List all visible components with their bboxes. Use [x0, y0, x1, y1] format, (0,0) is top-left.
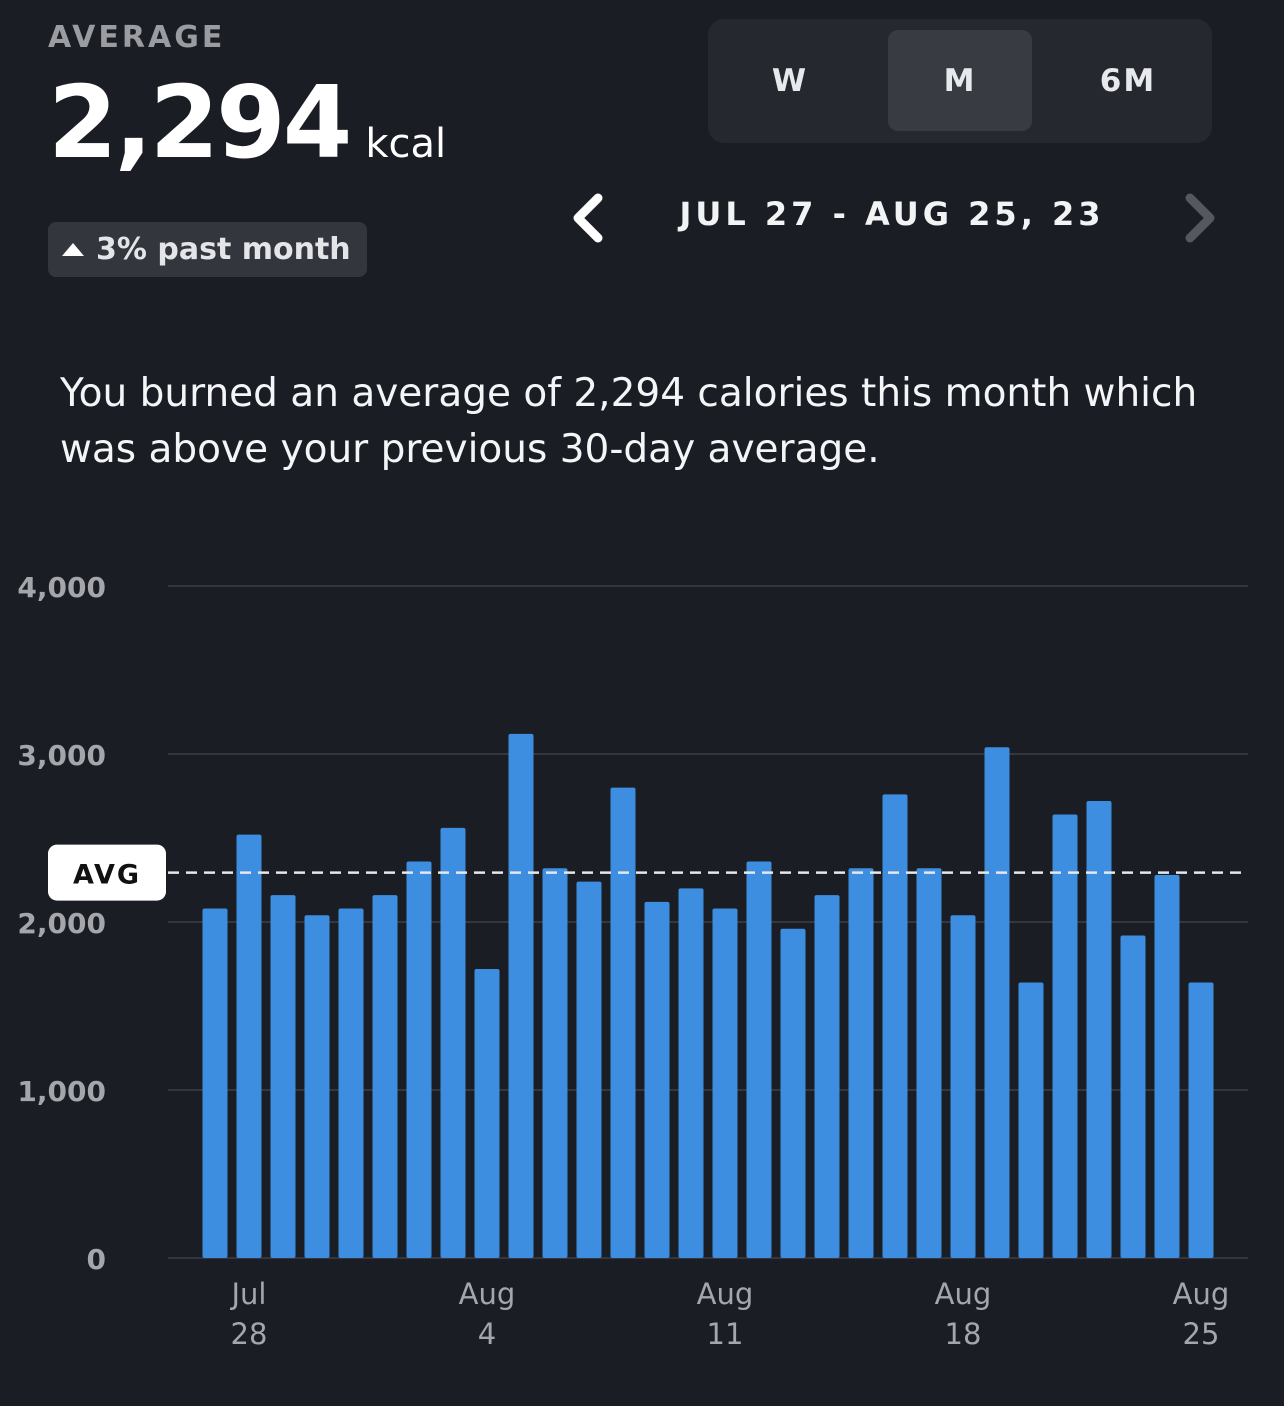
bar	[712, 908, 738, 1258]
bar	[1188, 982, 1214, 1258]
previous-period-button[interactable]	[562, 190, 614, 246]
bar	[474, 969, 500, 1258]
bar	[780, 928, 806, 1258]
change-badge: 3% past month	[48, 222, 367, 277]
x-tick-month: Aug	[935, 1277, 992, 1311]
range-option-month[interactable]: M	[888, 30, 1032, 131]
x-tick-month: Aug	[1173, 1277, 1230, 1311]
y-tick-label: 1,000	[17, 1075, 106, 1108]
average-value: 2,294	[48, 64, 352, 181]
average-badge-label: AVG	[73, 860, 141, 891]
bar	[814, 895, 840, 1258]
x-tick-month: Jul	[230, 1277, 267, 1311]
bar	[406, 861, 432, 1258]
x-tick-day: 18	[945, 1317, 982, 1351]
chevron-left-icon	[573, 193, 603, 243]
bar	[916, 868, 942, 1258]
range-option-week[interactable]: W	[771, 62, 809, 99]
x-tick-month: Aug	[697, 1277, 754, 1311]
calories-bar-chart: 4,000 3,000 2,000 1,000 0 AVG Jul 28 Aug 4 Aug 11…	[17, 571, 1248, 1351]
bar	[304, 915, 330, 1258]
summary-text: You burned an average of 2,294 calories …	[60, 371, 1198, 472]
bar	[508, 733, 534, 1258]
x-tick-day: 11	[707, 1317, 744, 1351]
bar	[1018, 982, 1044, 1258]
bar	[1086, 801, 1112, 1258]
x-tick-month: Aug	[459, 1277, 516, 1311]
chevron-right-icon	[1185, 193, 1215, 243]
average-value-row: 2,294 kcal	[48, 70, 446, 175]
bar	[576, 881, 602, 1258]
bar	[950, 915, 976, 1258]
bar	[542, 868, 568, 1258]
next-period-button[interactable]	[1174, 190, 1226, 246]
y-tick-label: 3,000	[17, 739, 106, 772]
bar	[1120, 935, 1146, 1258]
bar	[236, 834, 262, 1258]
y-tick-label: 0	[87, 1243, 106, 1276]
x-tick-day: 28	[231, 1317, 268, 1351]
y-axis-ticks: 4,000 3,000 2,000 1,000 0	[17, 571, 106, 1276]
bar	[746, 861, 772, 1258]
bar	[678, 888, 704, 1258]
bar	[984, 747, 1010, 1258]
x-axis-ticks: Jul 28 Aug 4 Aug 11 Aug 18 Aug 25	[230, 1277, 1230, 1351]
bar	[1154, 874, 1180, 1258]
average-line-group: AVG	[48, 844, 1248, 901]
y-tick-label: 4,000	[17, 571, 106, 604]
average-badge	[48, 844, 166, 901]
date-range: JUL 27 - AUG 25, 23	[679, 195, 1105, 233]
bar	[270, 895, 296, 1258]
triangle-up-icon	[62, 243, 84, 256]
bar	[202, 908, 228, 1258]
bar	[848, 868, 874, 1258]
average-label: AVERAGE	[48, 20, 226, 55]
bar	[610, 787, 636, 1258]
bar	[644, 901, 670, 1258]
bar	[372, 895, 398, 1258]
range-selector: W M 6M	[708, 19, 1212, 143]
bar	[338, 908, 364, 1258]
bar	[1052, 814, 1078, 1258]
average-unit: kcal	[365, 121, 447, 167]
bars	[202, 733, 1214, 1258]
change-text: 3% past month	[96, 232, 351, 267]
bar	[440, 827, 466, 1258]
grid-lines	[168, 585, 1248, 1259]
range-option-6-months[interactable]: 6M	[1099, 62, 1157, 99]
y-tick-label: 2,000	[17, 907, 106, 940]
bar	[882, 794, 908, 1258]
x-tick-day: 4	[478, 1317, 496, 1351]
x-tick-day: 25	[1183, 1317, 1220, 1351]
